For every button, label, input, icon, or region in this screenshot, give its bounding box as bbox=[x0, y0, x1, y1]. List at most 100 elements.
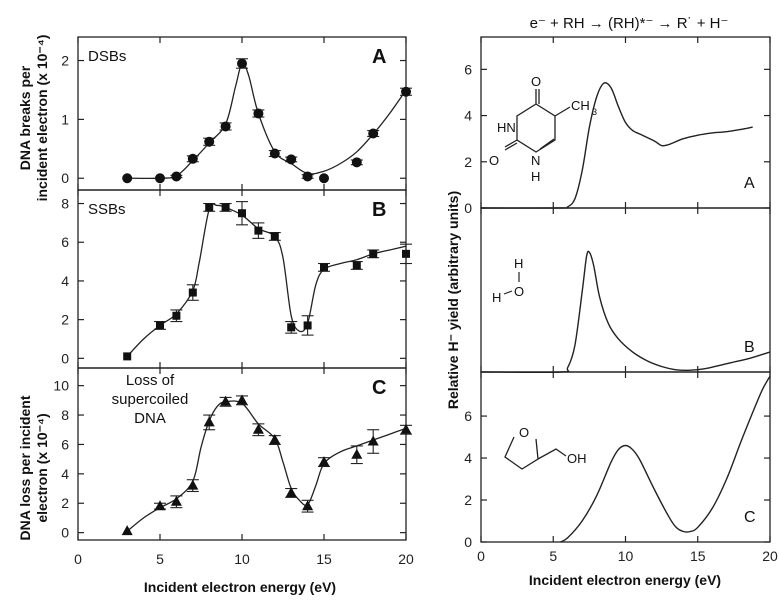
right-y-axis-title: Relative H⁻ yield (arbitrary units) bbox=[445, 191, 461, 409]
left-panel-b-ytick-label-0: 0 bbox=[61, 350, 69, 366]
left-panel-c-point-2 bbox=[170, 495, 182, 506]
thymine-o-left: O bbox=[489, 153, 499, 168]
left-panel-c-annotation-line2: DNA bbox=[134, 410, 166, 427]
left-panel-c-annotation-line1: supercoiled bbox=[112, 391, 189, 408]
thymine-ch3: CH bbox=[571, 98, 590, 113]
left-panel-c-fit-curve bbox=[126, 400, 407, 532]
left-panel-a-ytick-label-1: 1 bbox=[61, 111, 69, 127]
left-panel-b-point-11 bbox=[320, 263, 328, 272]
right-xtick-label-4: 20 bbox=[762, 548, 778, 564]
left-panel-c-point-7 bbox=[252, 423, 264, 434]
left-panel-a-point-10 bbox=[302, 171, 313, 182]
water-h-left: H bbox=[492, 290, 501, 305]
left-panel-a-point-3 bbox=[187, 153, 198, 164]
left-panel-b-fit-curve bbox=[126, 203, 407, 357]
left-panel-c-ytick-label-4: 8 bbox=[61, 407, 69, 423]
panel-thf-alcohol: 0 2 4 6 C bbox=[464, 371, 771, 550]
thymine-ring-bonds bbox=[504, 89, 571, 153]
left-panel-c-point-9 bbox=[285, 486, 297, 497]
right-x-tick-labels: 0 5 10 15 20 bbox=[477, 548, 778, 564]
left-panel-a-point-13 bbox=[368, 128, 379, 139]
left-xtick-label-2: 10 bbox=[234, 551, 250, 567]
left-panel-c-point-12 bbox=[351, 448, 363, 459]
thymine-h-bottom: H bbox=[531, 169, 540, 184]
left-panel-a-point-11 bbox=[319, 173, 329, 184]
left-panel-b-annotation: SSBs bbox=[88, 201, 126, 218]
thf-alcohol-structure: O OH bbox=[504, 425, 587, 470]
right-panel-c-frame bbox=[480, 371, 771, 543]
water-bond-left bbox=[503, 290, 513, 295]
left-panel-b-letter: B bbox=[372, 199, 386, 221]
right-xtick-label-1: 5 bbox=[549, 548, 557, 564]
left-panel-a-point-0 bbox=[122, 173, 133, 184]
left-panel-b-point-10 bbox=[303, 321, 312, 330]
right-xtick-label-0: 0 bbox=[477, 548, 485, 564]
left-panel-b-point-0 bbox=[123, 352, 132, 361]
left-xtick-label-0: 0 bbox=[74, 551, 82, 567]
right-panel-a-ytick-label-2: 4 bbox=[464, 108, 472, 124]
left-panel-a-point-6 bbox=[237, 58, 247, 69]
left-panel-c-point-6 bbox=[236, 394, 248, 405]
water-h-top: H bbox=[514, 256, 523, 271]
left-panel-a-ytick-label-0: 0 bbox=[61, 170, 69, 186]
right-panel-a-ytick-label-3: 6 bbox=[464, 61, 472, 77]
left-panel-a-point-4 bbox=[204, 136, 215, 147]
left-panel-a-point-7 bbox=[253, 108, 264, 119]
water-structure: H O H bbox=[492, 256, 524, 305]
left-panel-b-point-12 bbox=[352, 261, 361, 270]
left-panel-a-point-9 bbox=[286, 154, 297, 165]
left-panel-c-ytick-label-5: 10 bbox=[53, 378, 69, 394]
left-panel-b-point-3 bbox=[188, 288, 197, 297]
left-panel-c-point-11 bbox=[318, 456, 330, 467]
right-xtick-label-3: 15 bbox=[690, 548, 706, 564]
right-panel-c-ytick-label-2: 4 bbox=[464, 450, 472, 466]
right-panel-c-ytick-label-1: 2 bbox=[464, 492, 472, 508]
left-panel-a-annotation: DSBs bbox=[88, 48, 126, 65]
right-xtick-label-2: 10 bbox=[618, 548, 634, 564]
left-y-title-top-line1: DNA breaks per bbox=[17, 65, 33, 170]
left-panel-c-point-8 bbox=[269, 434, 281, 445]
left-panel-b-point-2 bbox=[172, 311, 181, 320]
thymine-ch3-sub: 3 bbox=[592, 107, 597, 117]
left-panel-a-point-1 bbox=[155, 173, 165, 184]
left-panel-c-point-0 bbox=[121, 525, 133, 536]
left-panel-c-point-13 bbox=[367, 435, 379, 446]
left-y-title-bottom-line1: DNA loss per incident bbox=[17, 395, 33, 540]
left-panel-c-ytick-label-2: 4 bbox=[61, 466, 69, 482]
left-panel-a-point-14 bbox=[401, 86, 411, 97]
left-panel-b-ytick-label-2: 4 bbox=[61, 273, 69, 289]
right-panel-c-yield-curve bbox=[560, 375, 771, 543]
left-panel-c-ytick-label-3: 6 bbox=[61, 436, 69, 452]
right-panel-c-letter: C bbox=[744, 509, 756, 526]
left-panel-b-point-4 bbox=[205, 203, 214, 212]
thymine-n-bottom: N bbox=[531, 153, 540, 168]
thymine-structure: O CH 3 HN O N H bbox=[489, 74, 597, 184]
left-panel-c-point-14 bbox=[400, 423, 412, 434]
right-panel-b-letter: B bbox=[744, 339, 755, 356]
left-y-axis-title-bottom: DNA loss per incident electron (x 10⁻⁴) bbox=[17, 395, 50, 540]
right-panel-a-letter: A bbox=[744, 175, 755, 192]
left-x-tick-labels: 0 5 10 15 20 bbox=[74, 551, 414, 567]
thymine-hn: HN bbox=[497, 120, 516, 135]
panel-supercoiled-loss: 0 2 4 6 8 10 C Loss of supercoiled DNA bbox=[53, 367, 412, 541]
left-panel-c-point-1 bbox=[154, 500, 166, 511]
left-panel-c-point-10 bbox=[302, 500, 314, 511]
left-panel-a-point-12 bbox=[351, 157, 362, 168]
panel-water: B bbox=[480, 207, 771, 374]
left-panel-c-point-3 bbox=[187, 479, 199, 490]
left-panel-b-point-9 bbox=[287, 323, 296, 332]
left-panel-b-point-13 bbox=[369, 249, 378, 258]
left-xtick-label-3: 15 bbox=[316, 551, 332, 567]
left-panel-a-ytick-label-2: 2 bbox=[61, 53, 69, 69]
right-x-axis-title: Incident electron energy (eV) bbox=[529, 572, 721, 588]
thf-oh: OH bbox=[567, 451, 587, 466]
left-panel-b-point-7 bbox=[254, 226, 263, 235]
right-panel-c-ytick-label-3: 6 bbox=[464, 408, 472, 424]
left-panel-a-letter: A bbox=[372, 46, 386, 68]
right-panel-a-ytick-label-1: 2 bbox=[464, 154, 472, 170]
left-panel-c-annotation-line0: Loss of bbox=[126, 372, 175, 389]
left-panel-c-point-5 bbox=[220, 395, 232, 406]
panel-ssbs: 0 2 4 6 8 B SSBs bbox=[61, 189, 412, 369]
left-y-axis-title-top: DNA breaks per incident electron (x 10⁻⁴… bbox=[17, 35, 50, 202]
